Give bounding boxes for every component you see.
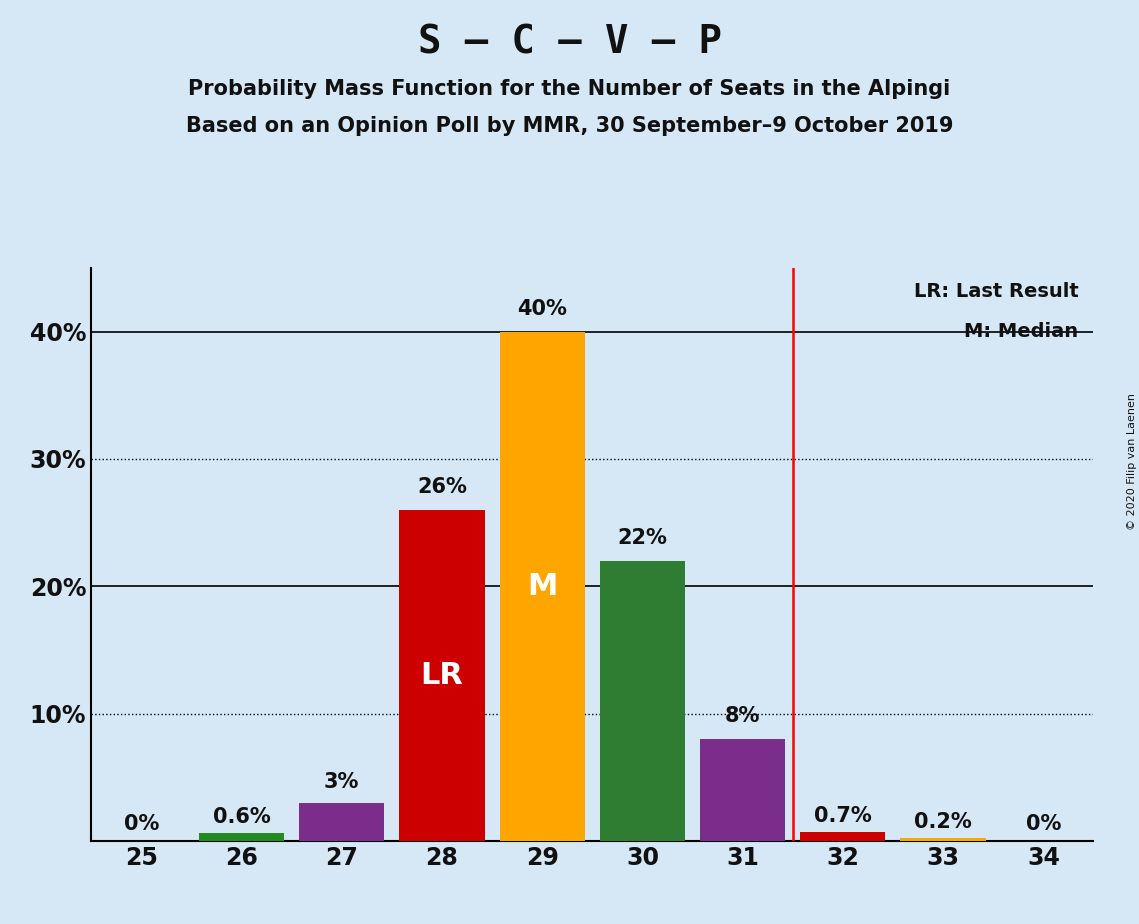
Bar <box>199 833 284 841</box>
Text: 3%: 3% <box>323 772 360 793</box>
Text: 22%: 22% <box>617 528 667 548</box>
Text: Probability Mass Function for the Number of Seats in the Alpingi: Probability Mass Function for the Number… <box>188 79 951 99</box>
Text: 40%: 40% <box>517 298 567 319</box>
Bar <box>500 332 584 841</box>
Bar <box>600 561 685 841</box>
Bar <box>700 739 785 841</box>
Text: 26%: 26% <box>417 477 467 497</box>
Text: 0.6%: 0.6% <box>213 807 270 827</box>
Text: M: Median: M: Median <box>965 322 1079 341</box>
Text: 8%: 8% <box>724 706 761 726</box>
Text: LR: Last Result: LR: Last Result <box>913 283 1079 301</box>
Text: © 2020 Filip van Laenen: © 2020 Filip van Laenen <box>1126 394 1137 530</box>
Text: LR: LR <box>420 661 464 690</box>
Text: S – C – V – P: S – C – V – P <box>418 23 721 61</box>
Text: 0%: 0% <box>1025 814 1062 834</box>
Text: M: M <box>527 572 557 601</box>
Text: 0.2%: 0.2% <box>915 812 972 832</box>
Text: 0%: 0% <box>123 814 159 834</box>
Bar <box>901 838 985 841</box>
Bar <box>400 510 484 841</box>
Text: 0.7%: 0.7% <box>814 806 871 825</box>
Bar <box>300 803 384 841</box>
Text: Based on an Opinion Poll by MMR, 30 September–9 October 2019: Based on an Opinion Poll by MMR, 30 Sept… <box>186 116 953 136</box>
Bar <box>801 832 885 841</box>
